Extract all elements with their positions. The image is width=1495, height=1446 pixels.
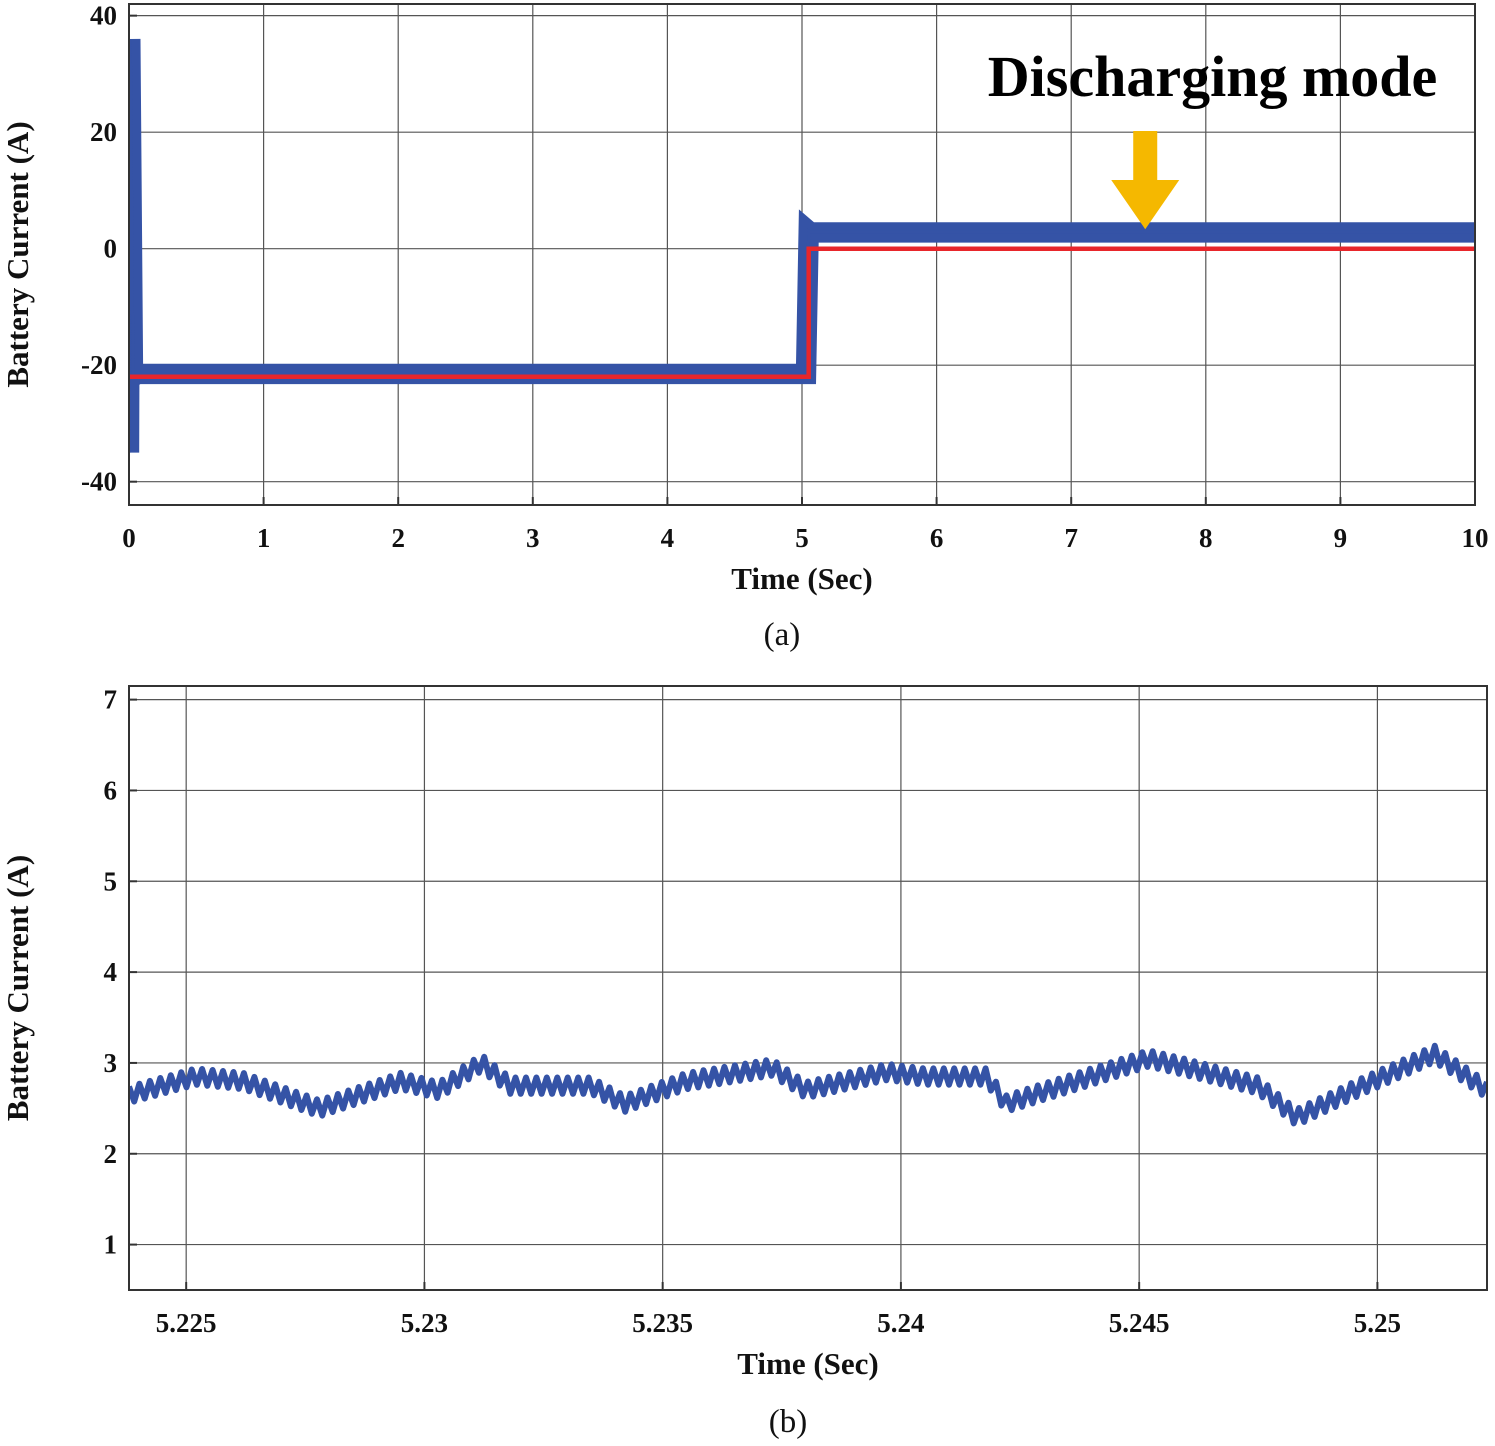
chart-panel-b: 5.225 5.23 5.235 5.24 5.245 5.25 1 2 3 4 5 6 7 Time…	[0, 685, 1488, 1440]
series-line-measured-core	[129, 38, 1475, 453]
x-tick-label: 5.24	[877, 1308, 924, 1338]
y-tick-label: 3	[104, 1048, 118, 1078]
x-tick-label: 4	[661, 523, 675, 553]
x-tick-label: 3	[526, 523, 540, 553]
grid-lines	[129, 686, 1487, 1290]
series-line-reference	[129, 246, 1475, 380]
y-tick-labels: -40 -20 0 20 40	[81, 1, 117, 497]
y-tick-label: 4	[104, 957, 118, 987]
chart-panel-a: 0 1 2 3 4 5 6 7 8 9 10 -40 -20 0 20 40 Time (Sec) Batt…	[0, 1, 1489, 653]
x-tick-labels: 0 1 2 3 4 5 6 7 8 9 10	[122, 523, 1488, 553]
x-tick-label: 5.25	[1354, 1308, 1401, 1338]
x-tick-label: 7	[1064, 523, 1078, 553]
y-tick-label: 6	[104, 775, 118, 805]
y-tick-label: 1	[104, 1230, 118, 1260]
y-tick-label: -40	[81, 467, 117, 497]
x-tick-label: 5.235	[632, 1308, 693, 1338]
y-tick-labels: 1 2 3 4 5 6 7	[104, 685, 118, 1260]
y-tick-label: 2	[104, 1139, 118, 1169]
x-axis-label: Time (Sec)	[731, 561, 872, 596]
y-axis-label: Battery Current (A)	[0, 121, 35, 387]
y-tick-label: 5	[104, 866, 118, 896]
x-tick-label: 5.225	[156, 1308, 217, 1338]
y-tick-label: 40	[90, 1, 117, 31]
plot-frame	[128, 3, 1476, 506]
plot-frame	[128, 685, 1488, 1291]
series-group	[129, 1042, 1487, 1127]
y-tick-label: 7	[104, 685, 118, 715]
x-tick-label: 5	[795, 523, 809, 553]
annotation-discharging-mode: Discharging mode	[988, 44, 1438, 109]
y-tick-label: 0	[104, 234, 118, 264]
x-tick-labels: 5.225 5.23 5.235 5.24 5.245 5.25	[156, 1308, 1401, 1338]
x-tick-label: 8	[1199, 523, 1213, 553]
arrow-down-icon	[1111, 131, 1180, 230]
series-line-battery-current	[129, 1042, 1487, 1127]
panel-caption-a: (a)	[764, 617, 801, 653]
y-tick-label: -20	[81, 350, 117, 380]
x-tick-label: 6	[930, 523, 944, 553]
series-group	[129, 38, 1475, 453]
y-axis-label: Battery Current (A)	[0, 855, 35, 1121]
x-axis-label: Time (Sec)	[737, 1346, 878, 1381]
y-tick-label: 20	[90, 117, 117, 147]
panel-caption-b: (b)	[769, 1404, 807, 1440]
x-tick-label: 9	[1334, 523, 1348, 553]
x-tick-label: 2	[391, 523, 405, 553]
x-tick-label: 5.245	[1109, 1308, 1170, 1338]
x-tick-label: 0	[122, 523, 136, 553]
x-tick-label: 5.23	[401, 1308, 448, 1338]
x-tick-label: 1	[257, 523, 271, 553]
x-tick-label: 10	[1462, 523, 1489, 553]
